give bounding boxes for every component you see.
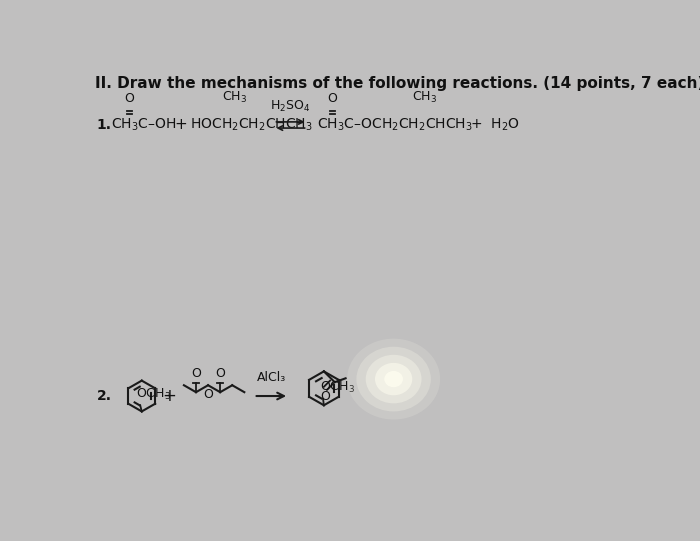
Text: HOCH$_2$CH$_2$CHCH$_3$: HOCH$_2$CH$_2$CHCH$_3$ [190, 117, 313, 133]
Ellipse shape [347, 339, 440, 419]
Text: O: O [191, 367, 201, 380]
Text: AlCl₃: AlCl₃ [257, 371, 286, 384]
Ellipse shape [365, 355, 421, 404]
Text: O: O [215, 367, 225, 380]
Text: +: + [174, 117, 187, 133]
Text: CH$_3$: CH$_3$ [412, 90, 438, 105]
Text: +  H$_2$O: + H$_2$O [470, 117, 520, 133]
Text: CH$_3$C–OH: CH$_3$C–OH [111, 117, 176, 133]
Ellipse shape [375, 363, 412, 395]
Text: O: O [321, 390, 330, 403]
Text: OCH$_3$: OCH$_3$ [320, 380, 355, 395]
Text: CH$_3$C–OCH$_2$CH$_2$CHCH$_3$: CH$_3$C–OCH$_2$CH$_2$CHCH$_3$ [317, 117, 473, 133]
Text: O: O [203, 387, 213, 400]
Ellipse shape [384, 371, 403, 387]
Text: +: + [162, 387, 176, 405]
Text: O: O [328, 92, 337, 105]
Text: 2.: 2. [97, 389, 112, 403]
Ellipse shape [356, 347, 430, 411]
Text: O: O [125, 92, 134, 105]
Text: OCH$_3$: OCH$_3$ [136, 387, 171, 402]
Text: II. Draw the mechanisms of the following reactions. (14 points, 7 each): II. Draw the mechanisms of the following… [95, 76, 700, 91]
Text: H$_2$SO$_4$: H$_2$SO$_4$ [270, 99, 311, 114]
Text: 1.: 1. [97, 118, 112, 132]
Text: CH$_3$: CH$_3$ [222, 90, 247, 105]
